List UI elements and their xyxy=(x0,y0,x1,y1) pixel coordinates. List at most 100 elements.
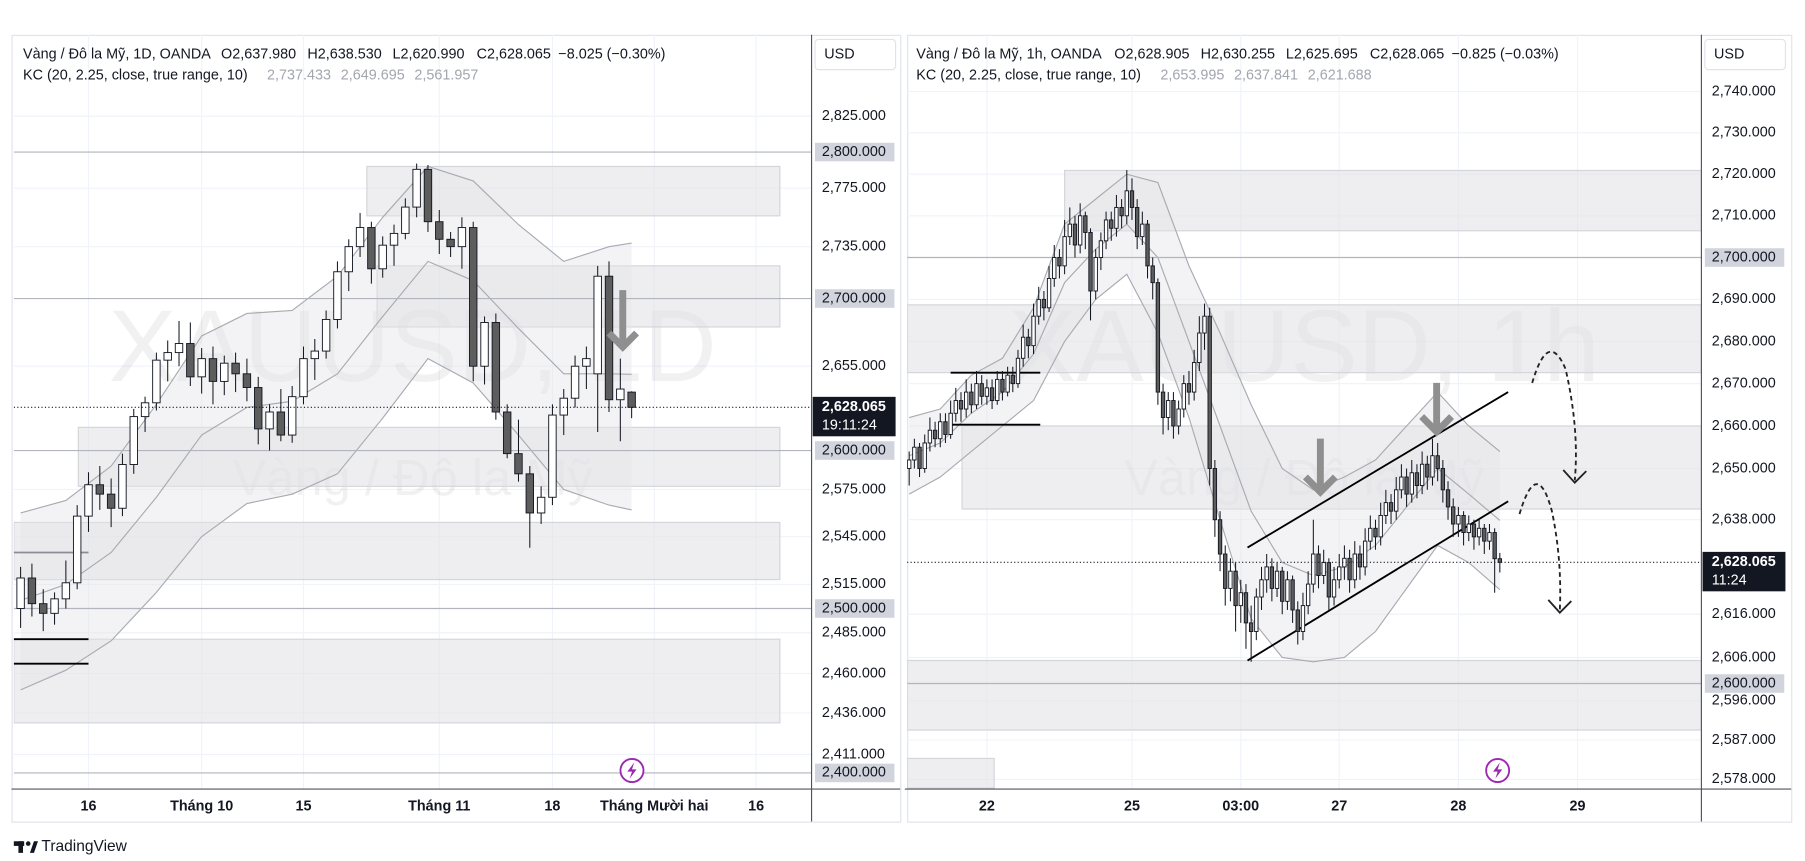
candle-body xyxy=(265,411,274,430)
candle-body xyxy=(276,411,286,436)
candle-body xyxy=(1041,298,1047,309)
projection-curve xyxy=(1531,350,1577,481)
x-tick-label: 28 xyxy=(1450,798,1466,814)
candle-body xyxy=(1404,476,1409,495)
candle-body xyxy=(943,421,948,435)
candle-body xyxy=(1134,206,1140,238)
candle-body xyxy=(446,238,455,248)
y-tick-label: 2,575.000 xyxy=(822,481,886,497)
chart: XAUUSD, 1DVàng / Đô la Mỹ USD 2,825.000 2,7… xyxy=(11,34,901,822)
ohlc-label: −8.025 (−0.30%) xyxy=(558,46,665,62)
ohlc-label: L2,620.990 xyxy=(393,46,465,62)
candle-body xyxy=(627,391,636,408)
candle-body xyxy=(948,412,953,435)
y-tick-label: 2,730.000 xyxy=(1712,125,1776,141)
candle-body xyxy=(922,442,927,469)
candle-body xyxy=(984,387,990,397)
candle-body xyxy=(1280,570,1285,602)
candle-body xyxy=(1394,489,1399,512)
y-tick-label: 2,655.000 xyxy=(822,358,886,374)
candle-body xyxy=(548,414,557,498)
drawings: TradingView xyxy=(13,290,1587,855)
candle-body xyxy=(1119,206,1124,217)
zone xyxy=(13,521,781,581)
y-tick-label: 2,578.000 xyxy=(1712,771,1776,787)
candle-body xyxy=(16,577,25,609)
candle-body xyxy=(912,446,917,461)
projection-arrows xyxy=(1518,350,1587,615)
candle-body xyxy=(1150,265,1155,284)
candle-body xyxy=(582,358,591,367)
candle-body xyxy=(231,362,240,375)
indicator-label: KC (20, 2.25, close, true range, 10) xyxy=(23,67,248,83)
candle-body xyxy=(1352,553,1357,581)
level-label: 2,600.000 xyxy=(822,442,886,458)
candle-body xyxy=(1274,570,1280,589)
candle-body xyxy=(197,358,206,378)
candle-body xyxy=(927,429,933,444)
candle-body xyxy=(1295,609,1300,632)
countdown-label: 19:11:24 xyxy=(822,418,877,434)
candle-body xyxy=(1254,596,1259,632)
indicator-value: 2,621.688 xyxy=(1308,67,1372,83)
candle-body xyxy=(1497,558,1503,563)
ohlc-label: H2,638.530 xyxy=(307,46,381,62)
candle-body xyxy=(118,464,127,509)
indicator-value: 2,649.695 xyxy=(341,67,405,83)
level-badge xyxy=(815,142,895,162)
level-badge xyxy=(815,289,895,308)
y-tick-label: 2,720.000 xyxy=(1712,166,1776,182)
level-label: 2,500.000 xyxy=(822,600,886,616)
candle-body xyxy=(1088,231,1093,292)
ohlc-label: L2,625.695 xyxy=(1286,46,1358,62)
x-tick-label: 25 xyxy=(1124,798,1140,814)
candle-body xyxy=(1207,315,1212,469)
level-label: 2,400.000 xyxy=(822,765,886,781)
logo-part xyxy=(29,841,38,853)
y-tick-label: 2,740.000 xyxy=(1712,83,1776,99)
candle-body xyxy=(1414,472,1420,487)
zone xyxy=(77,426,781,487)
indicator-label: KC (20, 2.25, close, true range, 10) xyxy=(916,67,1141,83)
candle-body xyxy=(355,227,365,248)
candle-body xyxy=(1067,223,1072,238)
chart-title: Vàng / Đô la Mỹ, 1D, OANDA xyxy=(23,46,211,62)
candle-body xyxy=(1300,605,1306,632)
candle-body xyxy=(1140,223,1145,238)
candle-body xyxy=(378,244,387,270)
x-tick-label: 03:00 xyxy=(1222,798,1259,814)
zone xyxy=(907,757,995,789)
indicator-value: 2,637.841 xyxy=(1234,67,1298,83)
currency-box xyxy=(1704,38,1787,71)
candle-body xyxy=(1388,502,1394,512)
candle-body xyxy=(491,321,501,413)
footer-brand: TradingView xyxy=(41,838,127,855)
candle-body xyxy=(1036,298,1041,317)
y-tick-label: 2,485.000 xyxy=(822,625,886,641)
ohlc-label: C2,628.065 xyxy=(1370,46,1444,62)
candle-body xyxy=(1383,502,1389,516)
candle-body xyxy=(50,598,59,614)
candle-body xyxy=(1451,506,1456,525)
candle-body xyxy=(1378,514,1383,538)
candle-body xyxy=(72,515,82,584)
arrow-head xyxy=(1419,414,1455,437)
x-tick-label: 27 xyxy=(1331,798,1347,814)
candle-body xyxy=(1072,223,1078,246)
y-tick-label: 2,596.000 xyxy=(1712,693,1776,709)
candle-body xyxy=(536,496,546,514)
countdown-label: 11:24 xyxy=(1712,573,1747,589)
plot-area: XAUUSD, 1hVàng / Đô la Mỹ xyxy=(907,34,1702,790)
zone xyxy=(907,659,1702,731)
candle-body xyxy=(1269,566,1275,589)
ohlc-label: O2,628.905 xyxy=(1114,46,1189,62)
y-tick-label: 2,650.000 xyxy=(1712,460,1776,476)
y-tick-label: 2,545.000 xyxy=(822,528,886,544)
candle-body xyxy=(1373,527,1378,538)
candle-body xyxy=(61,582,71,600)
candle-body xyxy=(1005,374,1010,393)
candle-body xyxy=(1248,622,1254,632)
level-badge xyxy=(1704,248,1785,267)
indicator-value: 2,561.957 xyxy=(414,67,478,83)
candle-body xyxy=(423,168,433,223)
